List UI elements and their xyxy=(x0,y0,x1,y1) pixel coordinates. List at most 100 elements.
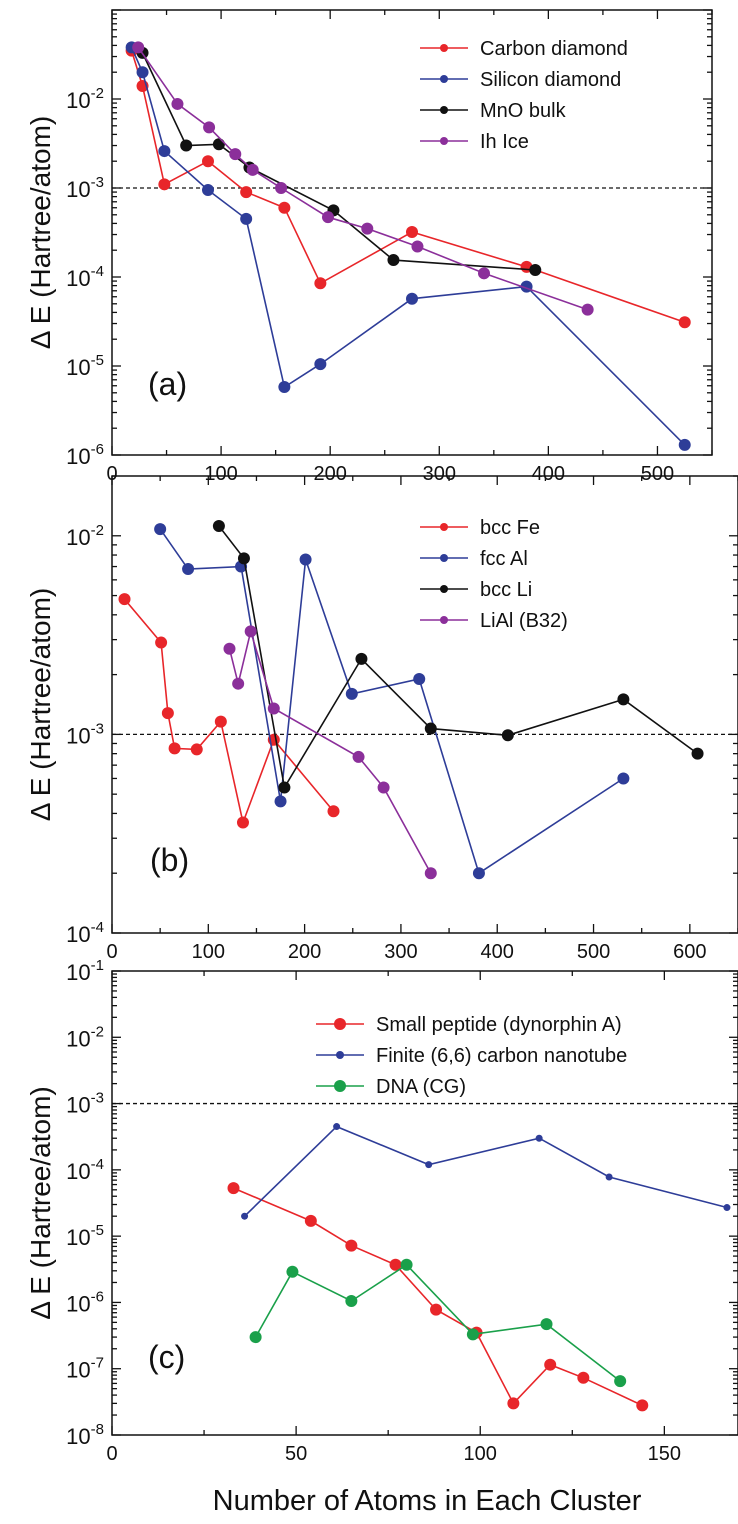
series-line-1 xyxy=(159,528,624,875)
legend-marker xyxy=(334,1018,346,1030)
data-point xyxy=(529,263,542,276)
data-point xyxy=(286,1265,299,1278)
x-axis-label: Number of Atoms in Each Cluster xyxy=(213,1485,642,1517)
data-point xyxy=(411,240,424,253)
x-tick-label: 600 xyxy=(673,941,706,963)
data-point xyxy=(155,636,168,649)
data-point xyxy=(352,750,365,763)
plot-frame xyxy=(111,9,713,456)
data-point xyxy=(691,747,704,760)
data-point xyxy=(244,625,257,638)
data-point xyxy=(202,155,214,168)
data-point xyxy=(232,677,245,690)
data-point xyxy=(314,277,327,290)
panel-a: 0 100 200 300 400 500 10-2 10-3 10-4 10-5 10-6 Carb… xyxy=(25,9,713,485)
x-tick-label: 200 xyxy=(313,463,346,485)
y-axis-label: Δ E (Hartree/atom) xyxy=(25,116,56,349)
data-point xyxy=(227,1182,240,1195)
data-point xyxy=(240,186,253,199)
data-point xyxy=(136,66,149,79)
data-point xyxy=(540,1318,553,1331)
data-point xyxy=(274,795,287,808)
data-point xyxy=(430,1303,443,1316)
panel-c: 0 50 100 150 10-1 10-2 10-3 10-4 10-5 10-6 10-7 10-… xyxy=(25,957,738,1465)
data-point xyxy=(472,867,485,880)
data-point xyxy=(361,222,374,235)
data-point xyxy=(304,1214,317,1227)
data-point xyxy=(617,693,630,706)
series-line-1 xyxy=(130,47,686,446)
data-point xyxy=(605,1173,613,1181)
data-point xyxy=(240,212,253,225)
y-tick-label: 10-2 xyxy=(66,1023,104,1051)
legend-marker xyxy=(440,44,448,52)
legend-marker xyxy=(440,554,448,562)
y-tick-label: 10-5 xyxy=(66,352,104,380)
legend-label: fcc Al xyxy=(480,548,528,570)
data-point xyxy=(327,805,340,818)
data-point xyxy=(678,316,691,329)
data-point xyxy=(190,743,203,756)
data-point xyxy=(275,182,288,194)
legend-label: Small peptide (dynorphin A) xyxy=(376,1014,622,1036)
y-tick-label: 10-4 xyxy=(66,919,104,947)
data-point xyxy=(212,520,225,533)
legend-label: Finite (6,6) carbon nanotube xyxy=(376,1045,627,1067)
data-point xyxy=(577,1371,590,1384)
x-tick-label: 0 xyxy=(106,1443,117,1465)
data-point xyxy=(158,178,171,191)
data-point xyxy=(223,642,236,655)
data-point xyxy=(400,1258,413,1271)
data-point xyxy=(406,226,418,239)
x-tick-label: 500 xyxy=(577,941,610,963)
y-axis-label: Δ E (Hartree/atom) xyxy=(25,588,56,821)
legend-marker xyxy=(440,75,448,83)
y-tick-label: 10-3 xyxy=(66,1090,104,1118)
data-point xyxy=(182,563,195,576)
x-tick-label: 400 xyxy=(532,463,565,485)
data-point xyxy=(723,1204,731,1212)
data-point xyxy=(377,781,390,794)
data-point xyxy=(267,702,280,715)
data-point xyxy=(424,722,437,735)
y-tick-label: 10-5 xyxy=(66,1222,104,1250)
panel-label: (a) xyxy=(148,366,187,402)
data-point xyxy=(345,1239,358,1252)
data-point xyxy=(212,138,225,151)
legend-label: bcc Fe xyxy=(480,517,540,539)
y-tick-label: 10-4 xyxy=(66,263,104,291)
data-point xyxy=(617,772,630,785)
x-tick-label: 0 xyxy=(106,463,117,485)
data-point xyxy=(389,1258,402,1271)
data-point xyxy=(478,267,490,280)
x-tick-label: 50 xyxy=(285,1443,307,1465)
legend-marker xyxy=(334,1080,346,1092)
data-point xyxy=(214,715,227,728)
legend-label: bcc Li xyxy=(480,579,532,601)
legend-label: Carbon diamond xyxy=(480,38,628,60)
data-point xyxy=(278,381,291,394)
y-tick-label: 10-3 xyxy=(66,720,104,748)
x-tick-label: 150 xyxy=(648,1443,681,1465)
data-point xyxy=(355,652,368,665)
legend-label: DNA (CG) xyxy=(376,1076,466,1098)
data-point xyxy=(387,254,400,267)
data-point xyxy=(406,292,418,305)
y-tick-label: 10-4 xyxy=(66,1156,104,1184)
legend-marker xyxy=(440,106,448,114)
legend-marker xyxy=(440,137,448,145)
series-line-3 xyxy=(228,628,432,874)
legend-marker xyxy=(440,585,448,593)
x-tick-label: 200 xyxy=(288,941,321,963)
legend-label: Silicon diamond xyxy=(480,69,621,91)
data-point xyxy=(345,1295,358,1308)
data-point xyxy=(322,211,334,224)
data-point xyxy=(168,742,181,755)
data-point xyxy=(202,183,214,196)
data-point xyxy=(132,41,145,54)
y-axis-label: Δ E (Hartree/atom) xyxy=(25,1086,56,1319)
data-point xyxy=(425,1161,433,1169)
legend-label: MnO bulk xyxy=(480,100,567,122)
data-point xyxy=(118,593,131,606)
